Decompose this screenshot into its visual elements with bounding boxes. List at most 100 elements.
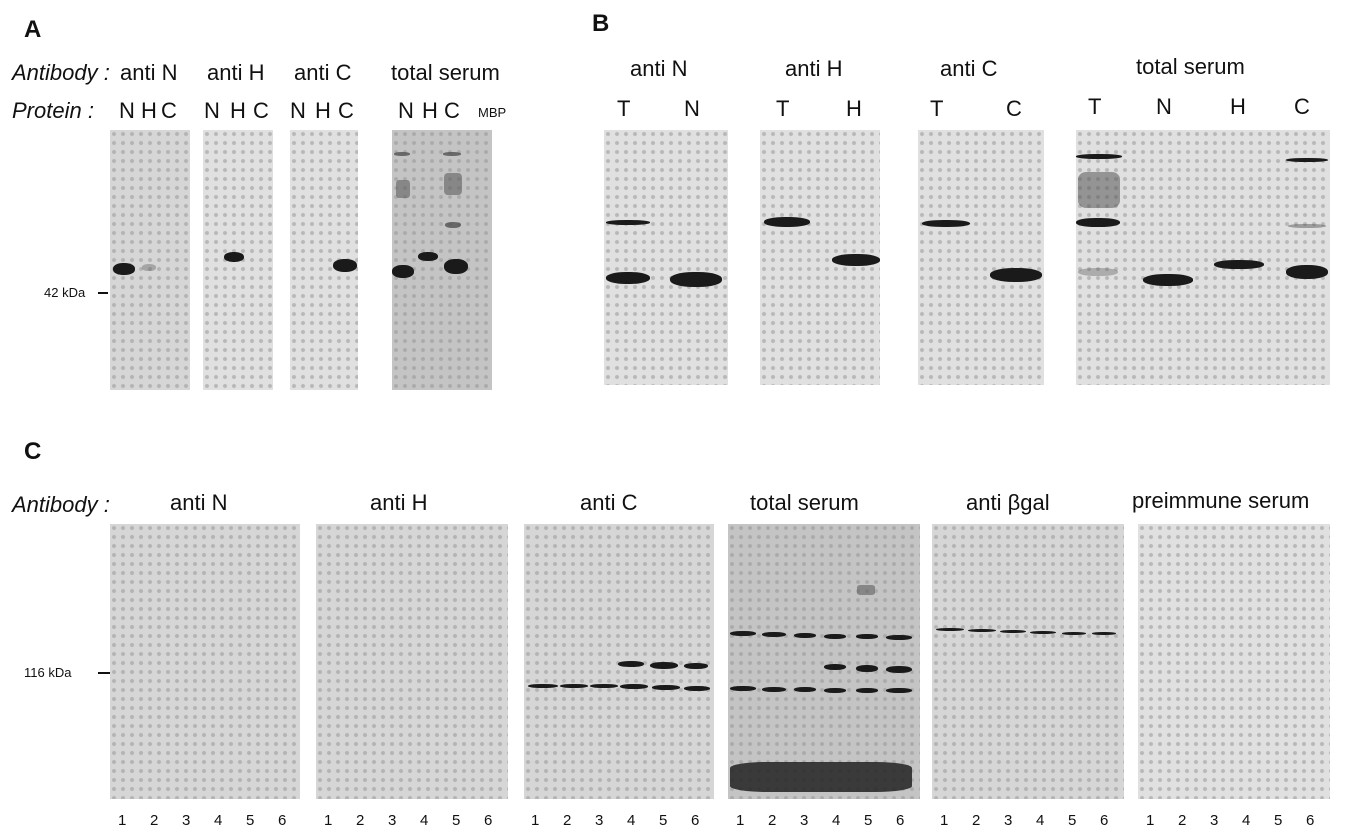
- lane-number: 4: [214, 812, 223, 829]
- panel-c-marker-label: 116 kDa: [24, 665, 72, 680]
- panel-c-antibody-label: Antibody :: [12, 492, 110, 517]
- blot-band: [794, 687, 816, 692]
- lane-number: 4: [420, 812, 429, 829]
- lane-number: 3: [1004, 812, 1013, 829]
- blot-band: [886, 635, 912, 640]
- lane-number: 1: [531, 812, 540, 829]
- blot-band: [990, 268, 1042, 282]
- lane-number: 1: [118, 812, 127, 829]
- blot-band: [224, 252, 244, 262]
- blot-band: [142, 264, 156, 271]
- lane-number: 4: [832, 812, 841, 829]
- panel-a-lane-label: C: [444, 98, 460, 123]
- blot-band: [1030, 631, 1056, 634]
- panel-b-antibody-total-serum: total serum: [1136, 54, 1245, 79]
- blot-band: [857, 585, 875, 595]
- blot-band: [444, 259, 468, 274]
- panel-a-antibody-total-serum: total serum: [391, 60, 500, 85]
- blot-band: [886, 688, 912, 693]
- panel-a-lane-label: H: [141, 98, 157, 123]
- panel-b-lane-label: N: [684, 96, 700, 121]
- panel-c-antibody-preimmune-serum: preimmune serum: [1132, 488, 1310, 513]
- blot-band: [832, 254, 880, 266]
- blot-band: [394, 152, 410, 156]
- blot-band: [618, 661, 644, 667]
- panel-c-antibody-anti-n: anti N: [170, 490, 228, 515]
- lane-number: 4: [1036, 812, 1045, 829]
- panel-a-antibody-anti-n: anti N: [120, 60, 178, 85]
- blot-band: [418, 252, 438, 261]
- blot-band: [444, 173, 462, 195]
- blot-strip: [728, 524, 920, 799]
- lane-number: 5: [864, 812, 873, 829]
- panel-b-letter: B: [592, 10, 610, 37]
- blot-band: [1000, 630, 1026, 633]
- blot-band: [1143, 274, 1193, 286]
- blot-band: [856, 688, 878, 693]
- panel-c-antibody-total-serum: total serum: [750, 490, 859, 515]
- blot-band: [856, 634, 878, 639]
- blot-band: [396, 180, 410, 198]
- marker-tick: [98, 292, 108, 294]
- panel-b-lane-label: T: [776, 96, 790, 121]
- lane-number: 6: [691, 812, 700, 829]
- blot-band: [1092, 632, 1116, 635]
- panel-b-lane-label: N: [1156, 94, 1172, 119]
- panel-b-lane-label: T: [1088, 94, 1102, 119]
- blot-strip: [932, 524, 1124, 799]
- panel-b-antibody-anti-h: anti H: [785, 56, 843, 81]
- blot-band: [824, 688, 846, 693]
- blot-band: [670, 272, 722, 287]
- lane-number: 5: [452, 812, 461, 829]
- blot-strip: [524, 524, 714, 799]
- lane-number: 1: [940, 812, 949, 829]
- blot-band: [762, 632, 786, 637]
- lane-number: 3: [182, 812, 191, 829]
- blot-band: [445, 222, 461, 228]
- panel-a-lane-label-mbp: MBP: [478, 105, 507, 120]
- blot-band: [1078, 268, 1118, 276]
- lane-number: 5: [1068, 812, 1077, 829]
- panel-a-lane-label: N: [119, 98, 135, 123]
- blot-band: [606, 272, 650, 284]
- panel-a-lane-label: H: [315, 98, 331, 123]
- lane-number: 2: [150, 812, 159, 829]
- blot-band: [1286, 265, 1328, 279]
- blot-band: [560, 684, 588, 688]
- blot-band: [1286, 158, 1328, 162]
- blot-band: [606, 220, 650, 225]
- lane-number: 2: [1178, 812, 1187, 829]
- lane-number: 4: [1242, 812, 1251, 829]
- blot-band: [1076, 218, 1120, 227]
- blot-band: [1288, 224, 1326, 228]
- marker-tick: [98, 672, 110, 674]
- panel-a-marker-label: 42 kDa: [44, 285, 86, 300]
- blot-band: [730, 631, 756, 636]
- blot-strip: [918, 130, 1044, 385]
- lane-number: 6: [484, 812, 493, 829]
- panel-a-lane-label: C: [253, 98, 269, 123]
- blot-band: [652, 685, 680, 690]
- blot-band: [392, 265, 414, 278]
- blot-band: [730, 762, 912, 792]
- blot-strip: [110, 524, 300, 799]
- blot-band: [684, 663, 708, 669]
- blot-band: [620, 684, 648, 689]
- panel-c-letter: C: [24, 438, 42, 465]
- lane-number: 3: [1210, 812, 1219, 829]
- blot-band: [886, 666, 912, 673]
- blot-band: [1214, 260, 1264, 269]
- blot-band: [968, 629, 996, 632]
- blot-band: [824, 664, 846, 670]
- blot-strip: [392, 130, 492, 390]
- blot-strip: [604, 130, 728, 385]
- panel-b-antibody-anti-n: anti N: [630, 56, 688, 81]
- blot-band: [764, 217, 810, 227]
- lane-number: 4: [627, 812, 636, 829]
- lane-number: 3: [800, 812, 809, 829]
- lane-number: 5: [659, 812, 668, 829]
- blot-band: [730, 686, 756, 691]
- panel-c-antibody-anti-bgal: anti βgal: [966, 490, 1050, 515]
- lane-number: 2: [768, 812, 777, 829]
- panel-b-antibody-anti-c: anti C: [940, 56, 998, 81]
